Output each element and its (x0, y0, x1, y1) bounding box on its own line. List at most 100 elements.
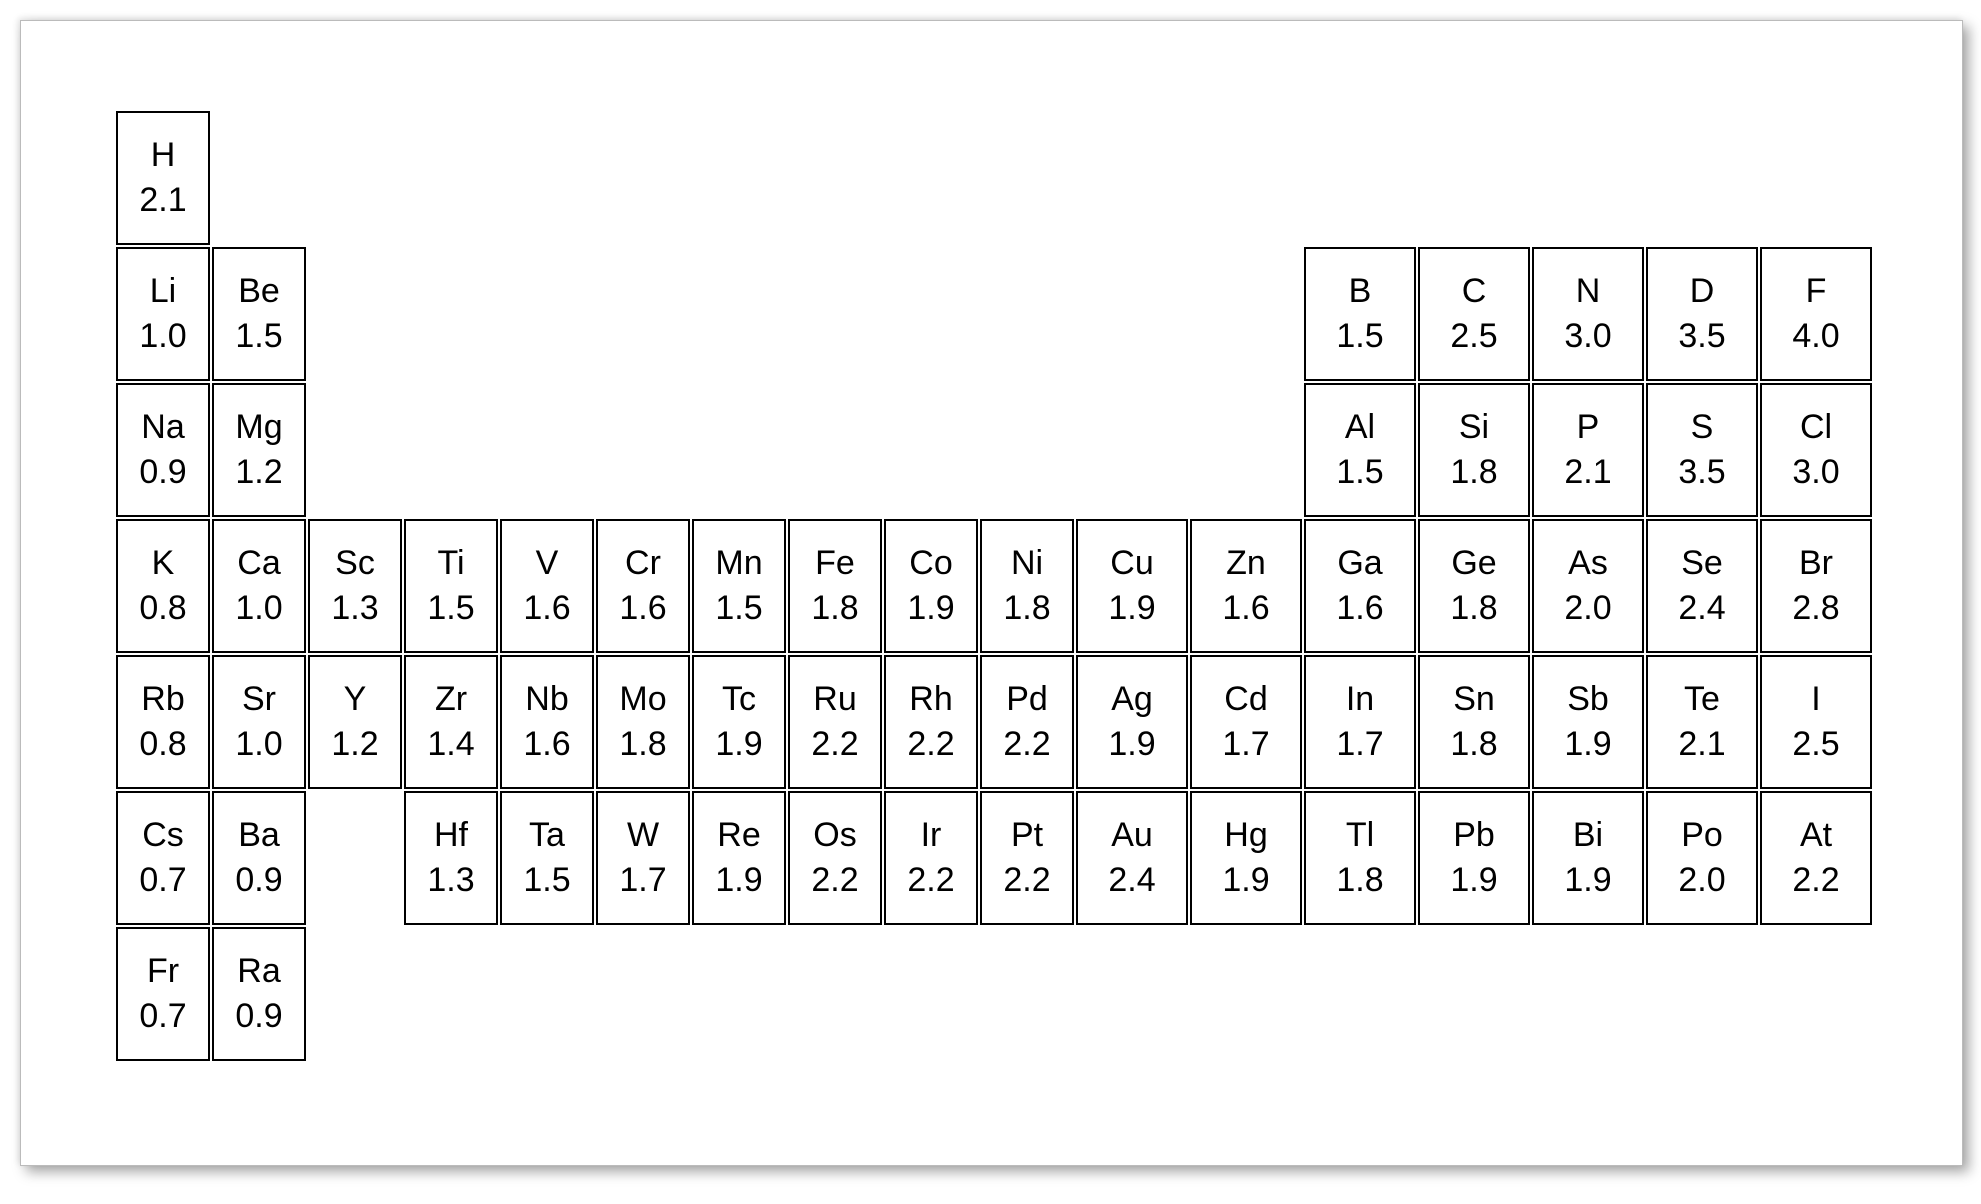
element-value: 0.9 (139, 453, 186, 492)
element-symbol: Ta (529, 816, 565, 855)
element-symbol: Ag (1111, 680, 1153, 719)
element-symbol: Cu (1110, 544, 1153, 583)
element-symbol: Be (238, 272, 280, 311)
element-cell-cr: Cr1.6 (596, 519, 690, 653)
element-value: 0.7 (139, 997, 186, 1036)
element-cell-ir: Ir2.2 (884, 791, 978, 925)
element-cell-ra: Ra 0.9 (212, 927, 306, 1061)
element-value: 1.5 (427, 589, 474, 628)
element-value: 0.8 (139, 725, 186, 764)
element-symbol: Tl (1346, 816, 1374, 855)
element-symbol: Mo (619, 680, 666, 719)
element-symbol: Sn (1453, 680, 1495, 719)
element-symbol: Y (344, 680, 367, 719)
element-symbol: Pd (1006, 680, 1048, 719)
element-cell-fr: Fr0.7 (116, 927, 210, 1061)
element-value: 2.0 (1564, 589, 1611, 628)
element-cell-s: S 3.5 (1646, 383, 1758, 517)
element-cell-pd: Pd2.2 (980, 655, 1074, 789)
element-symbol: B (1349, 272, 1372, 311)
element-symbol: Li (150, 272, 176, 311)
element-symbol: At (1800, 816, 1832, 855)
element-value: 3.0 (1564, 317, 1611, 356)
element-value: 1.8 (1450, 453, 1497, 492)
element-value: 1.6 (619, 589, 666, 628)
element-cell-au: Au2.4 (1076, 791, 1188, 925)
element-symbol: K (152, 544, 175, 583)
element-cell-os: Os2.2 (788, 791, 882, 925)
element-symbol: Rh (909, 680, 952, 719)
element-symbol: Cs (142, 816, 184, 855)
element-value: 2.2 (907, 861, 954, 900)
element-symbol: Fe (815, 544, 855, 583)
element-cell-hg: Hg1.9 (1190, 791, 1302, 925)
element-symbol: Si (1459, 408, 1489, 447)
element-cell-ag: Ag1.9 (1076, 655, 1188, 789)
element-symbol: Pb (1453, 816, 1495, 855)
element-value: 1.8 (1336, 861, 1383, 900)
element-value: 3.5 (1678, 317, 1725, 356)
element-symbol: Hf (434, 816, 468, 855)
element-value: 2.1 (1564, 453, 1611, 492)
element-value: 1.6 (1336, 589, 1383, 628)
element-cell-ge: Ge1.8 (1418, 519, 1530, 653)
element-symbol: I (1811, 680, 1820, 719)
element-value: 1.8 (1450, 589, 1497, 628)
element-symbol: Sr (242, 680, 276, 719)
element-cell-k: K 0.8 (116, 519, 210, 653)
element-symbol: W (627, 816, 659, 855)
element-value: 1.7 (1222, 725, 1269, 764)
element-value: 2.2 (1003, 861, 1050, 900)
element-cell-cu: Cu 1.9 (1076, 519, 1188, 653)
element-symbol: Hg (1224, 816, 1267, 855)
element-symbol: H (151, 136, 176, 175)
element-cell-f: F4.0 (1760, 247, 1872, 381)
element-cell-d: D3.5 (1646, 247, 1758, 381)
element-cell-ta: Ta1.5 (500, 791, 594, 925)
element-cell-ru: Ru2.2 (788, 655, 882, 789)
element-cell-al: Al1.5 (1304, 383, 1416, 517)
element-value: 1.2 (331, 725, 378, 764)
element-cell-n: N3.0 (1532, 247, 1644, 381)
element-value: 2.4 (1108, 861, 1155, 900)
element-symbol: Tc (722, 680, 756, 719)
element-cell-mn: Mn1.5 (692, 519, 786, 653)
element-cell-pb: Pb1.9 (1418, 791, 1530, 925)
element-cell-at: At2.2 (1760, 791, 1872, 925)
element-cell-zr: Zr1.4 (404, 655, 498, 789)
element-cell-p: P2.1 (1532, 383, 1644, 517)
element-symbol: Sc (335, 544, 375, 583)
element-value: 1.8 (1450, 725, 1497, 764)
element-value: 1.9 (1108, 589, 1155, 628)
element-cell-ba: Ba0.9 (212, 791, 306, 925)
element-cell-be: Be1.5 (212, 247, 306, 381)
element-symbol: Cd (1224, 680, 1267, 719)
element-symbol: Na (141, 408, 184, 447)
element-value: 1.9 (907, 589, 954, 628)
element-value: 2.5 (1450, 317, 1497, 356)
element-value: 3.5 (1678, 453, 1725, 492)
element-symbol: Mg (235, 408, 282, 447)
element-value: 0.8 (139, 589, 186, 628)
element-value: 1.3 (331, 589, 378, 628)
element-value: 2.1 (1678, 725, 1725, 764)
element-cell-na: Na 0.9 (116, 383, 210, 517)
element-value: 0.9 (235, 997, 282, 1036)
element-value: 2.2 (811, 725, 858, 764)
element-value: 1.5 (1336, 317, 1383, 356)
element-symbol: Zr (435, 680, 467, 719)
element-cell-po: Po2.0 (1646, 791, 1758, 925)
element-symbol: Sb (1567, 680, 1609, 719)
element-value: 1.3 (427, 861, 474, 900)
element-cell-tl: Tl 1.8 (1304, 791, 1416, 925)
element-value: 1.5 (715, 589, 762, 628)
element-value: 1.9 (1564, 861, 1611, 900)
element-cell-br: Br2.8 (1760, 519, 1872, 653)
element-symbol: Re (717, 816, 760, 855)
element-symbol: Al (1345, 408, 1375, 447)
element-value: 1.9 (1564, 725, 1611, 764)
element-symbol: Ra (237, 952, 280, 991)
element-symbol: S (1691, 408, 1714, 447)
element-cell-h: H2.1 (116, 111, 210, 245)
element-cell-sb: Sb 1.9 (1532, 655, 1644, 789)
